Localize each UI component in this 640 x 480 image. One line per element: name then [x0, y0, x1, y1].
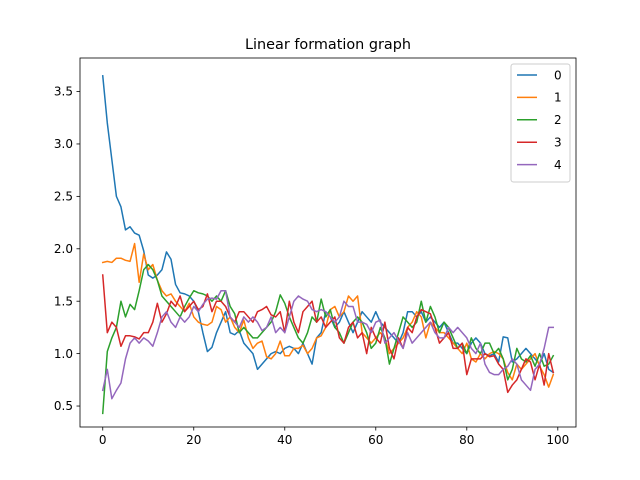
x-tick-label: 60: [368, 433, 383, 447]
x-tick-label: 100: [546, 433, 569, 447]
y-tick-label: 1.5: [54, 294, 73, 308]
chart-title: Linear formation graph: [245, 37, 411, 53]
x-tick-label: 80: [459, 433, 474, 447]
legend-label-1: 1: [554, 91, 562, 105]
series-line-3: [101, 274, 555, 394]
x-tick-label: 40: [277, 433, 292, 447]
legend: 0 1 2 3 4: [510, 63, 571, 183]
y-tick-label: 0.5: [54, 399, 73, 413]
legend-label-2: 2: [554, 113, 562, 127]
series-line-1: [101, 242, 555, 388]
legend-label-3: 3: [554, 136, 562, 150]
series-layer: [101, 75, 555, 415]
x-tick-label: 20: [186, 433, 201, 447]
legend-box: [510, 63, 571, 183]
series-line-4: [101, 289, 554, 400]
plot-frame: [79, 57, 577, 428]
y-tick-label: 3.0: [54, 137, 73, 151]
y-tick-label: 3.5: [54, 85, 73, 99]
y-tick-label: 2.5: [54, 190, 73, 204]
legend-label-0: 0: [554, 68, 562, 82]
x-tick-label: 0: [99, 433, 107, 447]
y-tick-label: 1.0: [54, 347, 73, 361]
y-tick-label: 2.0: [54, 242, 73, 256]
legend-label-4: 4: [554, 158, 562, 172]
